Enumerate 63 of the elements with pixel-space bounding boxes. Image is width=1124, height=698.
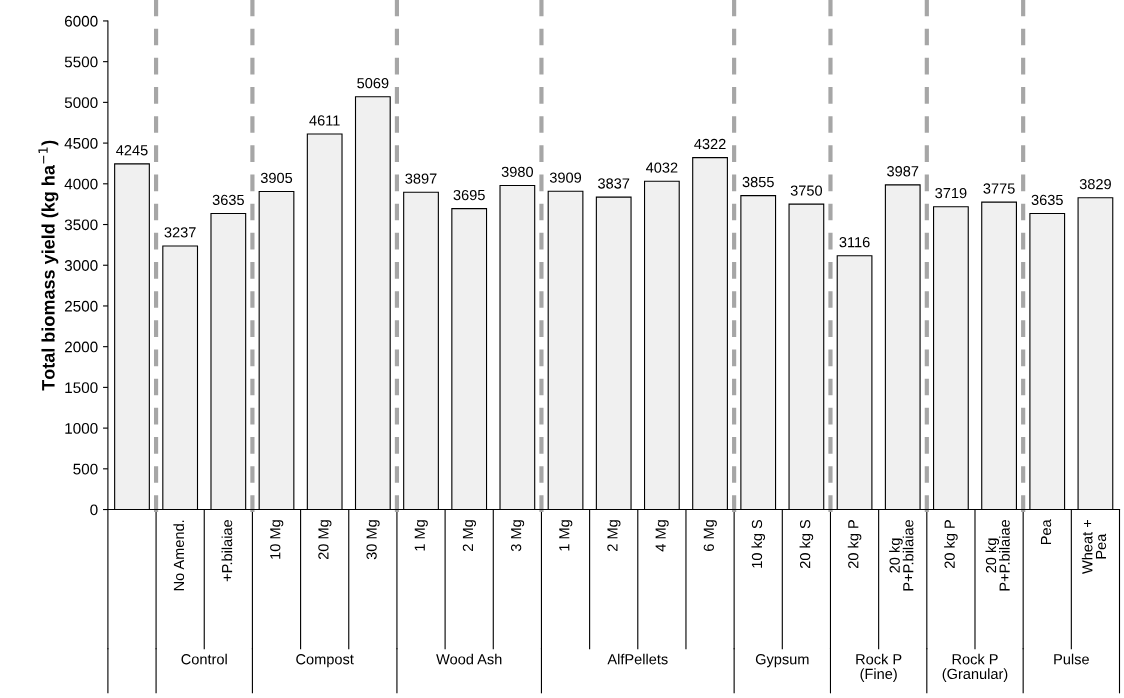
x-tick-label: 20 kg S <box>799 519 814 569</box>
y-tick-label: 500 <box>73 463 98 475</box>
data-label: 3909 <box>549 172 582 183</box>
x-tick-label: 20 kg P <box>944 520 958 569</box>
x-tick-label: Pea <box>1040 519 1052 545</box>
x-tick-label: 10 kg S <box>751 519 766 568</box>
data-label: 3905 <box>260 172 293 184</box>
x-tick-label: Wheat + Pea <box>1081 520 1107 574</box>
data-label: 3635 <box>212 194 244 206</box>
data-label: 3855 <box>742 176 774 188</box>
data-label: 3116 <box>839 237 870 248</box>
text: AlfPellets <box>607 653 668 665</box>
data-label: 3635 <box>1031 194 1063 206</box>
y-tick-label: 4000 <box>64 178 98 190</box>
x-tick-label: 1 Mg <box>559 520 573 551</box>
y-tick-label: 5000 <box>64 97 98 109</box>
x-tick-label: 3 Mg <box>510 520 525 552</box>
data-label: 3980 <box>501 166 534 177</box>
data-label: 3719 <box>935 187 967 199</box>
data-label: 4611 <box>309 115 340 126</box>
data-label: 3837 <box>598 178 630 189</box>
x-tick-label: 2 Mg <box>462 520 476 551</box>
y-tick-label: 3000 <box>64 260 98 271</box>
x-tick-label: 20 kg P+P.bilaiae <box>889 519 914 591</box>
y-tick-label: 4500 <box>64 137 98 149</box>
x-tick-label: 1 Mg <box>414 520 428 551</box>
text: Gypsum <box>755 654 809 668</box>
text: Wood Ash <box>436 653 502 665</box>
x-tick-label: 30 Mg <box>366 520 380 560</box>
x-tick-label: No Amend. <box>173 520 185 591</box>
x-tick-label: 20 kg P+P.bilaiae <box>985 519 1010 591</box>
x-tick-label: 6 Mg <box>703 520 717 551</box>
y-tick-label: 5500 <box>64 56 98 68</box>
data-label: 3897 <box>405 173 437 184</box>
y-tick-label: 3500 <box>64 219 98 231</box>
text: Rock P (Fine) <box>856 653 902 682</box>
y-axis-title: Total biomass yield (kg ha$^{−1}$) <box>38 140 59 391</box>
data-label: 3775 <box>983 183 1015 194</box>
data-label: 4032 <box>645 162 678 173</box>
data-label: 3237 <box>164 227 196 238</box>
data-label: 3750 <box>790 185 823 196</box>
data-label: 3829 <box>1079 178 1111 190</box>
data-label: 3987 <box>887 166 919 177</box>
x-tick-label: 20 Mg <box>318 520 332 560</box>
x-tick-label: +P.bilaiae <box>221 519 233 582</box>
y-tick-label: 2500 <box>64 300 98 312</box>
x-tick-label: 4 Mg <box>655 520 669 552</box>
text: Pulse <box>1054 653 1089 665</box>
y-tick-label: 1000 <box>65 422 98 434</box>
data-label: 4322 <box>694 138 726 150</box>
y-tick-label: 0 <box>90 504 98 516</box>
x-tick-label: 2 Mg <box>607 520 621 551</box>
data-label: 4245 <box>116 145 148 156</box>
text: Compost <box>296 654 354 668</box>
text: Control <box>181 653 227 665</box>
y-tick-label: 2000 <box>64 341 98 353</box>
y-tick-label: 1500 <box>65 382 98 394</box>
y-tick-label: 6000 <box>64 15 98 27</box>
data-label: 3695 <box>453 189 485 201</box>
x-tick-label: 10 Mg <box>270 520 284 559</box>
text: Rock P (Granular) <box>942 653 1008 682</box>
x-tick-label: 20 kg P <box>847 520 862 569</box>
data-label: 5069 <box>357 77 389 89</box>
